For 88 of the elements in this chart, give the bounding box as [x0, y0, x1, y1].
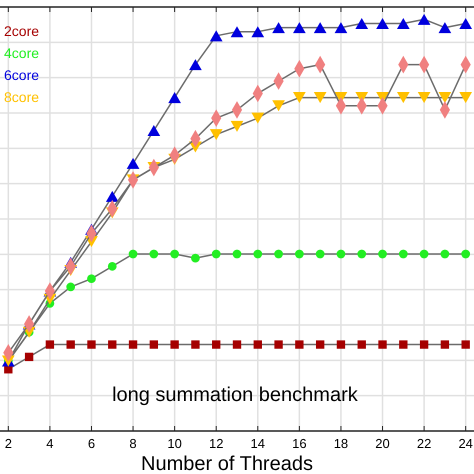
x-tick-label: 6 — [88, 436, 96, 451]
point — [420, 340, 428, 349]
point — [147, 124, 160, 136]
point — [189, 59, 202, 70]
x-tick-label: 20 — [375, 436, 390, 451]
point — [24, 352, 34, 362]
point — [336, 340, 346, 349]
x-tick-label: 4 — [46, 436, 54, 451]
point — [230, 26, 244, 38]
point — [420, 250, 428, 258]
point — [168, 92, 181, 104]
x-tick-label: 10 — [167, 436, 182, 451]
point — [462, 340, 470, 349]
point — [316, 340, 324, 349]
point — [170, 250, 179, 258]
point — [334, 22, 348, 34]
point — [232, 250, 242, 258]
point — [440, 340, 450, 349]
point — [378, 340, 387, 349]
annotation: long summation benchmark — [112, 384, 359, 406]
point — [232, 340, 242, 349]
point — [149, 250, 158, 258]
point — [128, 250, 138, 258]
x-tick-label: 16 — [292, 436, 307, 451]
point — [212, 250, 221, 258]
text: 8core — [4, 89, 40, 105]
point — [459, 18, 472, 29]
point — [274, 340, 283, 349]
point — [87, 340, 96, 349]
point — [87, 274, 96, 284]
point — [398, 250, 408, 258]
x-tick-label: 2 — [4, 436, 12, 451]
point — [440, 250, 450, 258]
point — [295, 250, 304, 258]
point — [358, 340, 366, 349]
x-tick-label: 24 — [458, 436, 473, 451]
point — [272, 100, 285, 112]
point — [438, 92, 452, 104]
point — [461, 250, 470, 258]
x-axis-title: Number of Threads — [141, 453, 313, 474]
point — [66, 340, 75, 349]
point — [293, 92, 306, 104]
point — [150, 340, 158, 349]
point — [251, 26, 264, 38]
x-tick-label: 12 — [208, 436, 224, 451]
point — [438, 22, 452, 34]
point — [357, 250, 366, 258]
point — [399, 340, 408, 349]
point — [253, 250, 262, 258]
point — [126, 158, 140, 169]
point — [46, 340, 54, 349]
point — [295, 340, 304, 349]
point — [170, 340, 179, 349]
point — [274, 250, 283, 258]
point — [396, 18, 410, 29]
point — [396, 92, 410, 104]
x-tick-label: 22 — [416, 436, 432, 451]
point — [336, 250, 346, 258]
text: 2core — [4, 23, 40, 39]
text: 6core — [4, 67, 40, 83]
point — [212, 340, 220, 349]
text: 4core — [4, 45, 40, 61]
point — [191, 340, 200, 349]
x-tick-label: 14 — [250, 436, 266, 451]
point — [108, 340, 116, 349]
point — [210, 30, 223, 42]
point — [314, 92, 327, 104]
point — [230, 120, 244, 132]
x-tick-label: 18 — [334, 436, 348, 451]
point — [316, 250, 325, 258]
point — [108, 262, 117, 271]
point — [128, 340, 138, 349]
point — [66, 282, 76, 292]
point — [210, 129, 223, 140]
point — [355, 18, 368, 29]
point — [376, 18, 389, 29]
point — [459, 92, 472, 104]
point — [314, 22, 327, 34]
point — [272, 22, 285, 34]
point — [418, 92, 430, 104]
point — [254, 340, 262, 349]
point — [418, 14, 430, 25]
point — [251, 112, 264, 124]
point — [106, 190, 119, 202]
point — [378, 250, 387, 258]
point — [191, 254, 200, 262]
x-tick-label: 8 — [129, 436, 137, 451]
point — [293, 22, 306, 34]
